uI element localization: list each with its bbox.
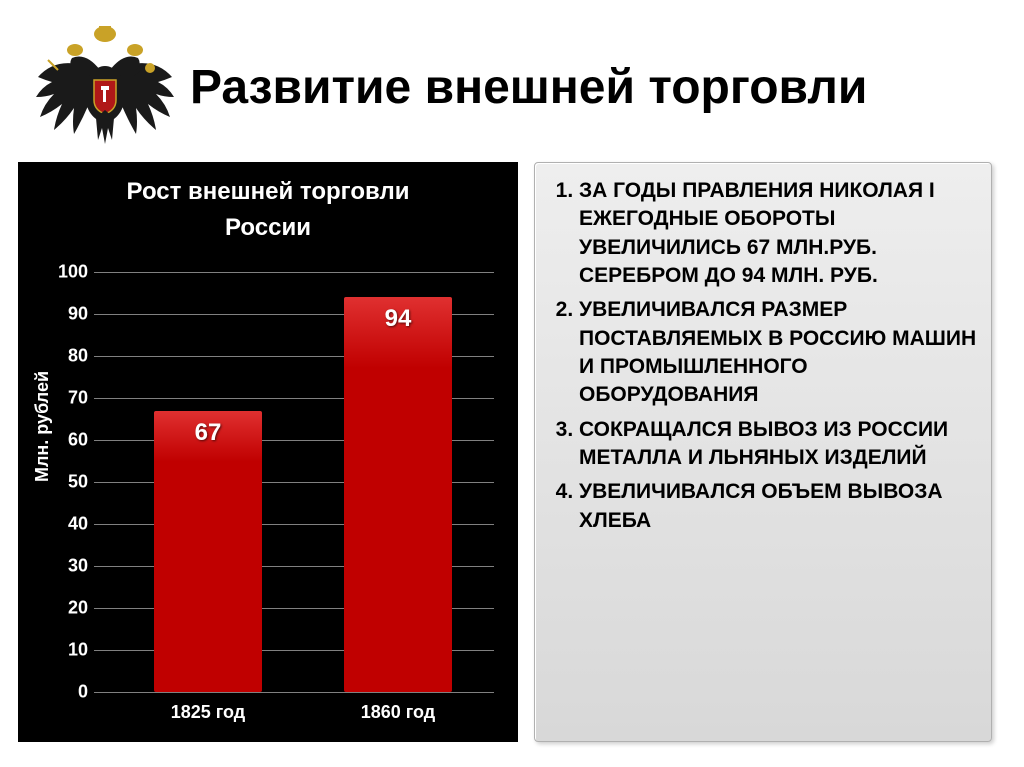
bar-value-label: 94: [344, 305, 452, 333]
y-tick-label: 10: [54, 640, 88, 661]
bar: 67: [154, 411, 262, 692]
russian-imperial-eagle-icon: [30, 22, 180, 152]
text-panel: ЗА ГОДЫ ПРАВЛЕНИЯ НИКОЛАЯ I ЕЖЕГОДНЫЕ ОБ…: [534, 162, 992, 742]
chart-plot-area: 0102030405060708090100671825 год941860 г…: [94, 272, 494, 692]
content-row: Рост внешней торговли России Млн. рублей…: [0, 162, 1024, 742]
bullet-item: УВЕЛИЧИВАЛСЯ ОБЪЕМ ВЫВОЗА ХЛЕБА: [579, 478, 977, 535]
x-tick-label: 1860 год: [361, 702, 436, 723]
bar-value-label: 67: [154, 419, 262, 447]
chart-panel: Рост внешней торговли России Млн. рублей…: [18, 162, 518, 742]
y-tick-label: 70: [54, 388, 88, 409]
chart-title: Рост внешней торговли России: [30, 174, 506, 246]
bar: 94: [344, 297, 452, 692]
y-tick-label: 100: [54, 262, 88, 283]
y-tick-label: 20: [54, 598, 88, 619]
gridline: [94, 272, 494, 273]
y-tick-label: 60: [54, 430, 88, 451]
x-tick-label: 1825 год: [171, 702, 246, 723]
page-title: Развитие внешней торговли: [190, 60, 867, 115]
y-tick-label: 80: [54, 346, 88, 367]
header: Развитие внешней торговли: [0, 0, 1024, 162]
chart-title-line1: Рост внешней торговли: [127, 178, 410, 205]
y-tick-label: 40: [54, 514, 88, 535]
gridline: [94, 692, 494, 693]
bullet-item: ЗА ГОДЫ ПРАВЛЕНИЯ НИКОЛАЯ I ЕЖЕГОДНЫЕ ОБ…: [579, 177, 977, 290]
y-tick-label: 50: [54, 472, 88, 493]
y-tick-label: 30: [54, 556, 88, 577]
y-axis-label: Млн. рублей: [32, 371, 53, 482]
y-tick-label: 90: [54, 304, 88, 325]
bullet-item: УВЕЛИЧИВАЛСЯ РАЗМЕР ПОСТАВЛЯЕМЫХ В РОССИ…: [579, 296, 977, 409]
y-tick-label: 0: [54, 682, 88, 703]
bullet-list: ЗА ГОДЫ ПРАВЛЕНИЯ НИКОЛАЯ I ЕЖЕГОДНЫЕ ОБ…: [553, 177, 977, 535]
bullet-item: СОКРАЩАЛСЯ ВЫВОЗ ИЗ РОССИИ МЕТАЛЛА И ЛЬН…: [579, 416, 977, 473]
chart-title-line2: России: [225, 214, 311, 241]
